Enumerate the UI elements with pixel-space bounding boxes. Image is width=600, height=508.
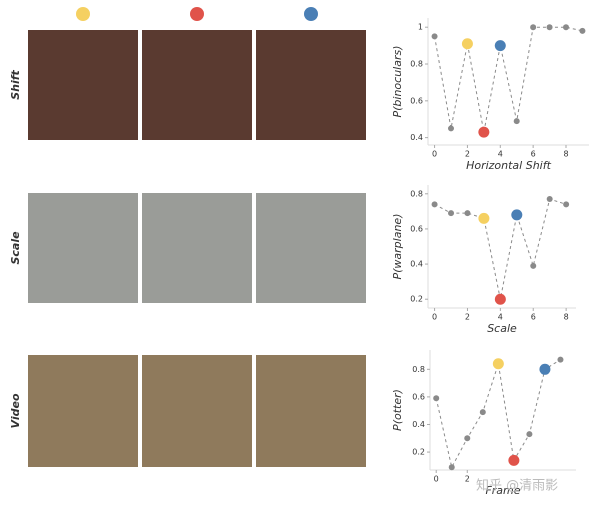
y-axis-label: P(otter) [391, 389, 404, 431]
point [513, 118, 520, 125]
point [478, 212, 490, 224]
point [492, 358, 504, 370]
x-tick-label: 4 [498, 150, 503, 159]
image [28, 193, 138, 303]
x-tick-label: 2 [465, 313, 470, 322]
y-tick-label: 0.4 [410, 260, 423, 269]
images [28, 30, 366, 467]
line [434, 26, 583, 133]
point [579, 27, 586, 34]
y-axis-label: P(warplane) [391, 214, 404, 280]
y-tick-label: 0.2 [412, 448, 425, 457]
row-label: Scale [9, 231, 22, 265]
x-tick-label: 4 [498, 313, 503, 322]
point [511, 209, 523, 221]
row-label: Shift [9, 69, 22, 99]
x-tick-label: 6 [531, 313, 536, 322]
point [448, 210, 455, 217]
y-tick-label: 0.6 [410, 96, 423, 105]
frame-dot [76, 7, 90, 21]
x-tick-label: 0 [434, 475, 439, 484]
point [508, 454, 520, 466]
point [563, 201, 570, 208]
x-axis-label: Frame [485, 484, 520, 497]
point [448, 125, 454, 132]
image [256, 30, 366, 140]
point [526, 431, 533, 438]
point [563, 24, 569, 31]
x-axis-label: Scale [487, 322, 517, 335]
y-tick-label: 0.6 [410, 224, 423, 233]
point [494, 293, 506, 305]
y-tick-label: 0.4 [410, 133, 423, 142]
frame-dot [304, 7, 318, 21]
image [256, 355, 366, 467]
point [433, 395, 440, 402]
y-tick-label: 0.8 [410, 60, 423, 69]
y-tick-label: 0.2 [410, 295, 423, 304]
x-tick-label: 6 [531, 150, 536, 159]
image [142, 30, 252, 140]
image [256, 193, 366, 303]
image [142, 193, 252, 303]
watermark: 知乎 @清雨影 [476, 478, 558, 494]
point [464, 435, 471, 442]
point [530, 24, 537, 31]
point [479, 409, 486, 416]
x-tick-label: 8 [563, 150, 568, 159]
image [28, 30, 138, 140]
point [461, 38, 473, 50]
point [546, 24, 553, 31]
y-tick-label: 0.6 [412, 392, 425, 401]
line [435, 359, 561, 469]
point [530, 262, 537, 269]
point [464, 210, 471, 217]
point [546, 196, 553, 203]
point [539, 363, 551, 375]
image [28, 355, 138, 467]
x-tick-label: 2 [465, 475, 470, 484]
y-tick-label: 0.4 [412, 420, 425, 429]
point [494, 40, 506, 52]
y-tick-label: 1 [418, 23, 423, 32]
y-tick-label: 0.8 [412, 365, 425, 374]
x-tick-label: 0 [432, 313, 437, 322]
image [142, 355, 252, 467]
line [434, 198, 567, 300]
y-tick-label: 0.8 [410, 189, 423, 198]
row-label: Video [9, 393, 22, 428]
point [431, 33, 438, 40]
point [478, 126, 490, 138]
x-axis-label: Horizontal Shift [466, 159, 552, 172]
y-axis-label: P(binoculars) [391, 45, 404, 117]
x-tick-label: 0 [432, 150, 437, 159]
frame-dot [190, 7, 204, 21]
point [557, 356, 564, 363]
point [448, 464, 455, 471]
x-tick-label: 2 [465, 150, 470, 159]
x-tick-label: 8 [564, 313, 569, 322]
point [431, 201, 438, 208]
